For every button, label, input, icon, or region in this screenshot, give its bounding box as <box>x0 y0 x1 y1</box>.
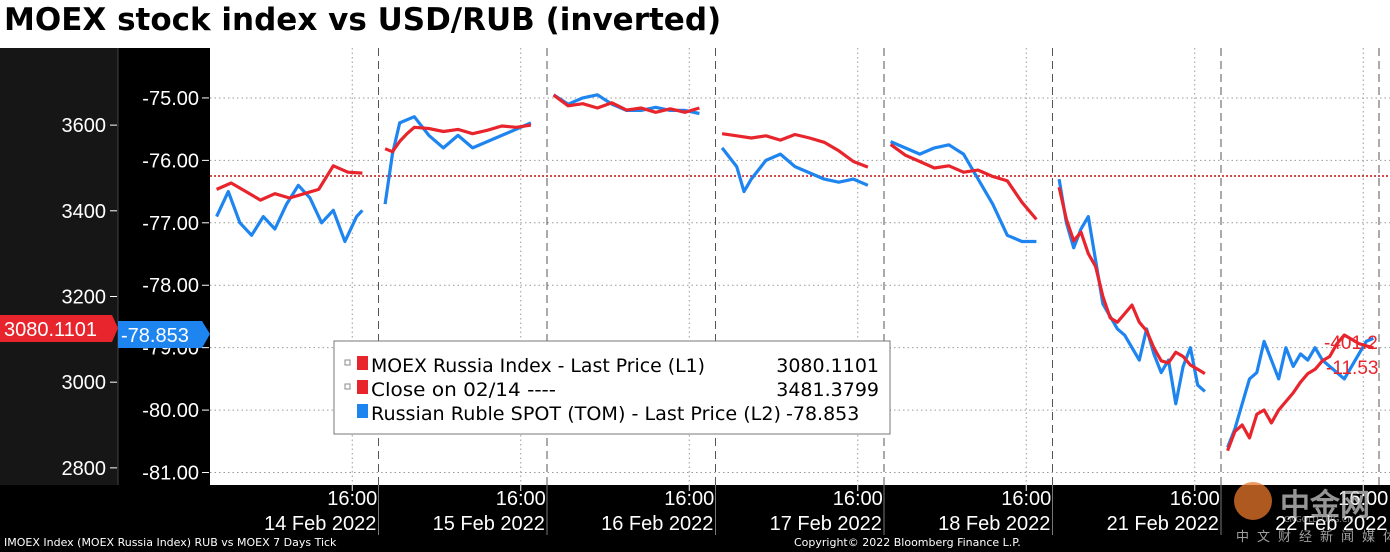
x-tick-time: 16:00 <box>496 488 546 510</box>
left-y-axis: 3600 3400 3200 3000 2800 <box>62 115 117 480</box>
left-tick-label: 2800 <box>62 458 107 480</box>
watermark-cn: 中文财经新闻媒体 <box>1236 530 1390 545</box>
x-tick-time: 16:00 <box>1338 488 1388 510</box>
footer-copyright: Copyright© 2022 Bloomberg Finance L.P. <box>794 536 1021 549</box>
rub-line-day-3 <box>720 146 869 194</box>
right-tick-label: -81.00 <box>142 463 199 485</box>
watermark: 中金网 CNGOLD.ORG.CN 中文财经新闻媒体 <box>1228 480 1390 546</box>
watermark-sub: CNGOLD.ORG.CN <box>1284 515 1354 524</box>
right-y-axis: -75.00-76.00-77.00-78.00-79.00-80.00-81.… <box>142 88 209 485</box>
moex-line-day-0 <box>215 164 363 202</box>
rub-line-day-0 <box>215 183 364 244</box>
x-tick-date: 14 Feb 2022 <box>264 513 376 535</box>
right-tick-label: -75.00 <box>142 88 199 110</box>
legend-box <box>333 340 891 435</box>
moex-last-value: 3080.1101 <box>4 319 97 341</box>
last-value-tags: 3080.1101 -78.853 -401.2 -11.53 <box>0 315 1378 379</box>
x-tick-date: 17 Feb 2022 <box>770 513 882 535</box>
legend-value-moex: 3080.1101 <box>776 355 879 377</box>
rub-line-day-1 <box>383 115 532 205</box>
legend-label-close: Close on 02/14 ---- <box>371 379 556 401</box>
rub-line-day-5 <box>1057 178 1206 406</box>
moex-line-day-6 <box>1226 333 1374 452</box>
moex-last-tag <box>0 315 112 342</box>
legend-value-rub: -78.853 <box>786 403 859 425</box>
x-tick-date: 22 Feb 2022 <box>1275 513 1387 535</box>
rub-last-tag <box>118 321 202 348</box>
left-tick-label: 3600 <box>62 115 107 137</box>
x-tick-time: 16:00 <box>327 488 377 510</box>
legend-swatch-rub <box>357 404 368 418</box>
x-tick-time: 16:00 <box>664 488 714 510</box>
rub-line-day-4 <box>889 140 1037 244</box>
watermark-text: 中金网 <box>1280 488 1370 523</box>
legend-value-close: 3481.3799 <box>776 379 879 401</box>
rub-line-day-6 <box>1226 336 1375 449</box>
legend-swatch-moex <box>357 356 368 370</box>
x-tick-date: 18 Feb 2022 <box>938 513 1050 535</box>
left-tick-label: 3400 <box>62 201 107 223</box>
x-tick-date: 15 Feb 2022 <box>433 513 545 535</box>
moex-line-day-2 <box>552 93 700 114</box>
moex-line-day-4 <box>889 143 1038 221</box>
footer-source: IMOEX Index (MOEX Russia Index) RUB vs M… <box>4 536 337 549</box>
legend-swatch-close <box>357 380 368 394</box>
moex-change-pct-label: -11.53 <box>1326 358 1378 379</box>
left-tick-label: 3200 <box>62 286 107 308</box>
left-axis-panel <box>0 48 118 485</box>
series-lines <box>215 93 1375 452</box>
moex-change-label: -401.2 <box>1324 333 1378 354</box>
moex-line-day-5 <box>1057 186 1206 375</box>
right-tick-label: -76.00 <box>142 150 199 172</box>
x-axis: 16:00 14 Feb 2022 16:00 15 Feb 2022 16:00 16 … <box>264 485 1388 535</box>
right-tick-label: -80.00 <box>142 400 199 422</box>
x-tick-time: 16:00 <box>1001 488 1051 510</box>
legend: MOEX Russia Index - Last Price (L1) Clos… <box>333 340 891 435</box>
moex-line-day-1 <box>384 123 532 154</box>
chart-svg: 3600 3400 3200 3000 2800 -75.00 -76.00 -77.00 -… <box>0 48 1390 535</box>
x-tick-date: 21 Feb 2022 <box>1107 513 1219 535</box>
right-tick-label: -77.00 <box>142 213 199 235</box>
x-tick-time: 16:00 <box>833 488 883 510</box>
legend-label-rub: Russian Ruble SPOT (TOM) - Last Price (L… <box>371 403 781 425</box>
rub-last-value: -78.853 <box>121 325 189 347</box>
x-tick-time: 16:00 <box>1170 488 1220 510</box>
chart-title: MOEX stock index vs USD/RUB (inverted) <box>4 2 722 38</box>
right-tick-label: -78.00 <box>142 275 199 297</box>
x-tick-date: 16 Feb 2022 <box>601 513 713 535</box>
left-tick-label: 3000 <box>62 372 107 394</box>
moex-line-day-3 <box>721 132 869 169</box>
legend-label-moex: MOEX Russia Index - Last Price (L1) <box>371 355 705 377</box>
right-axis-panel <box>118 48 210 485</box>
watermark-logo-icon <box>1234 482 1272 520</box>
title-bar: MOEX stock index vs USD/RUB (inverted) <box>0 0 1390 48</box>
